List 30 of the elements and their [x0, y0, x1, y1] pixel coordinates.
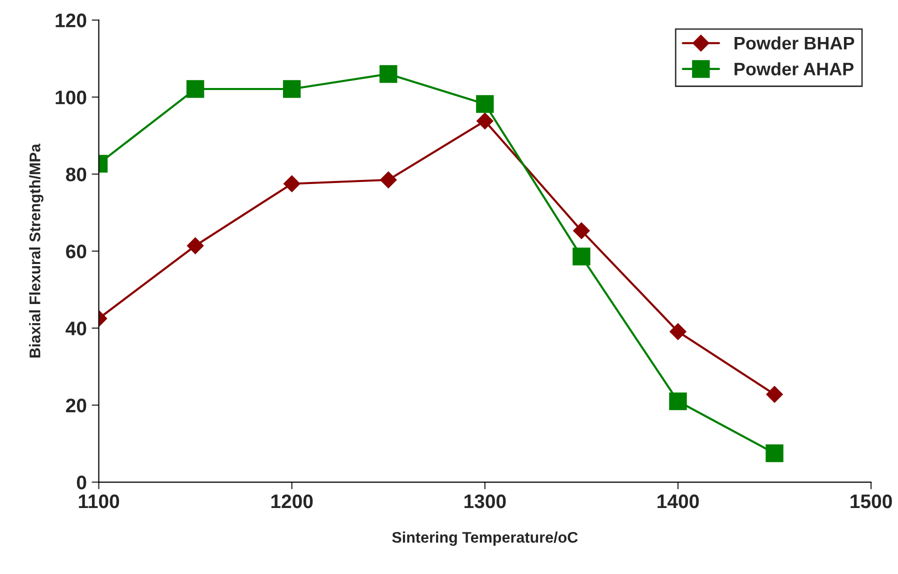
legend-label: Powder BHAP — [734, 36, 854, 50]
x-axis-title: Sintering Temperature/oC — [392, 532, 578, 546]
point — [186, 237, 204, 254]
y-tick-label: 40 — [66, 322, 86, 336]
point — [283, 175, 300, 192]
point — [380, 65, 398, 83]
x-tick-label: 1500 — [850, 494, 892, 508]
y-tick-label: 100 — [56, 90, 86, 104]
point — [766, 386, 783, 403]
x-tick-label: 1400 — [658, 494, 699, 508]
point — [476, 95, 494, 113]
x-tick-label: 1300 — [464, 494, 506, 508]
point — [186, 80, 204, 98]
y-tick-label: 80 — [66, 168, 86, 182]
point — [282, 80, 301, 98]
point — [670, 323, 686, 340]
point — [572, 248, 590, 266]
y-tick-label: 120 — [56, 14, 86, 28]
point — [766, 444, 784, 462]
point — [476, 112, 494, 130]
y-tick-label: 60 — [66, 244, 86, 258]
point — [669, 392, 687, 410]
y-axis-title: Biaxial Flexural Strength/MPa — [29, 144, 44, 358]
y-tick-label: 0 — [76, 476, 86, 490]
point — [573, 222, 590, 240]
point — [380, 172, 397, 188]
legend-label: Powder AHAP — [734, 62, 854, 76]
y-tick-label: 20 — [66, 398, 86, 412]
x-tick-label: 1100 — [78, 494, 120, 508]
x-tick-label: 1200 — [271, 494, 313, 508]
